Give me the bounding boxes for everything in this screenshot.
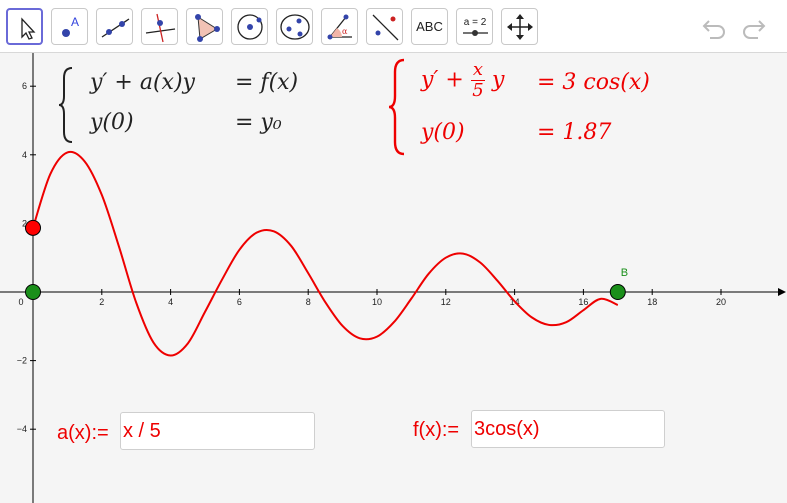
specific-eq1-rhs: = 3 cos(x)	[537, 70, 650, 95]
angle-icon: α	[327, 14, 352, 40]
f-function-input[interactable]: 3cos(x)	[471, 410, 665, 448]
y-tick-label: 6	[22, 81, 27, 91]
text-tool-label: ABC	[416, 19, 443, 34]
polygon-icon	[195, 14, 220, 42]
redo-icon	[743, 20, 766, 39]
points[interactable]	[25, 219, 626, 300]
y-tick-label: 4	[22, 150, 27, 160]
perpendicular-tool-button[interactable]	[141, 8, 178, 45]
point-B[interactable]	[609, 284, 626, 300]
line-icon	[101, 18, 130, 38]
circle-center-point-tool-button[interactable]	[231, 8, 268, 45]
x-tick-label: 2	[99, 297, 104, 307]
move-arrows-icon	[507, 14, 533, 40]
specific-system-brace	[388, 58, 406, 160]
origin-point[interactable]	[25, 284, 41, 300]
x-tick-label: 16	[578, 297, 588, 307]
conic-tool-button[interactable]	[276, 8, 313, 45]
svg-text:α: α	[342, 27, 348, 36]
undo-button[interactable]	[700, 12, 730, 42]
text-tool-button[interactable]: ABC	[411, 8, 448, 45]
redo-button[interactable]	[738, 12, 768, 42]
reflect-line-icon	[372, 14, 399, 41]
x-tick-label: 4	[168, 297, 173, 307]
a-function-label: a(x):=	[57, 422, 109, 444]
general-eq1-rhs: = f(x)	[235, 70, 299, 95]
y-tick-label: 2	[22, 218, 27, 228]
polygon-tool-button[interactable]	[186, 8, 223, 45]
move-view-tool-button[interactable]	[501, 8, 538, 45]
move-tool-button[interactable]	[6, 8, 43, 45]
fraction-denominator: 5	[472, 80, 484, 101]
angle-tool-button[interactable]: α	[321, 8, 358, 45]
slider-tool-label: a = 2	[464, 17, 487, 28]
specific-eq1-prefix: y′ +	[421, 67, 464, 93]
x-tick-label: 6	[237, 297, 242, 307]
general-eq1-lhs: y′ + a(x)y	[90, 70, 195, 95]
pointer-arrow-icon	[21, 17, 36, 40]
x-tick-label: 8	[306, 297, 311, 307]
perpendicular-line-icon	[145, 13, 176, 43]
solution-curve[interactable]	[32, 150, 619, 357]
point-tool-label: A	[71, 15, 79, 29]
specific-eq1-suffix: y	[492, 67, 505, 93]
ellipse-icon	[280, 14, 310, 40]
reflect-tool-button[interactable]	[366, 8, 403, 45]
specific-eq2-rhs: = 1.87	[537, 120, 612, 145]
undo-icon	[702, 20, 725, 39]
point-tool-button[interactable]: A	[51, 8, 88, 45]
fraction-numerator: x	[470, 59, 486, 81]
general-eq2-lhs: y(0)	[90, 110, 134, 135]
a-function-input[interactable]: x / 5	[120, 412, 315, 450]
x-tick-label: 18	[647, 297, 657, 307]
f-function-label: f(x):=	[413, 419, 460, 441]
point-icon: A	[62, 15, 79, 37]
slider-icon: a = 2	[463, 17, 488, 36]
x-tick-label: 20	[716, 297, 726, 307]
line-tool-button[interactable]	[96, 8, 133, 45]
slider-tool-button[interactable]: a = 2	[456, 8, 493, 45]
circle-icon	[237, 14, 263, 40]
specific-eq1: y′ + x 5 y	[421, 60, 504, 101]
x-tick-label: 10	[372, 297, 382, 307]
general-system-brace	[58, 66, 74, 148]
y-tick-label: −2	[17, 356, 27, 366]
y-tick-label: −4	[17, 424, 27, 434]
point-B-label: B	[621, 267, 628, 279]
x-axis-arrow	[778, 288, 786, 296]
general-eq2-rhs: = y₀	[235, 110, 282, 135]
axes	[0, 53, 786, 503]
x-tick-label: 0	[18, 297, 23, 307]
fraction: x 5	[470, 59, 486, 101]
x-tick-label: 12	[441, 297, 451, 307]
initial-value-point[interactable]	[25, 219, 41, 236]
toolbar: A	[0, 0, 787, 53]
specific-eq2-lhs: y(0)	[421, 120, 465, 145]
